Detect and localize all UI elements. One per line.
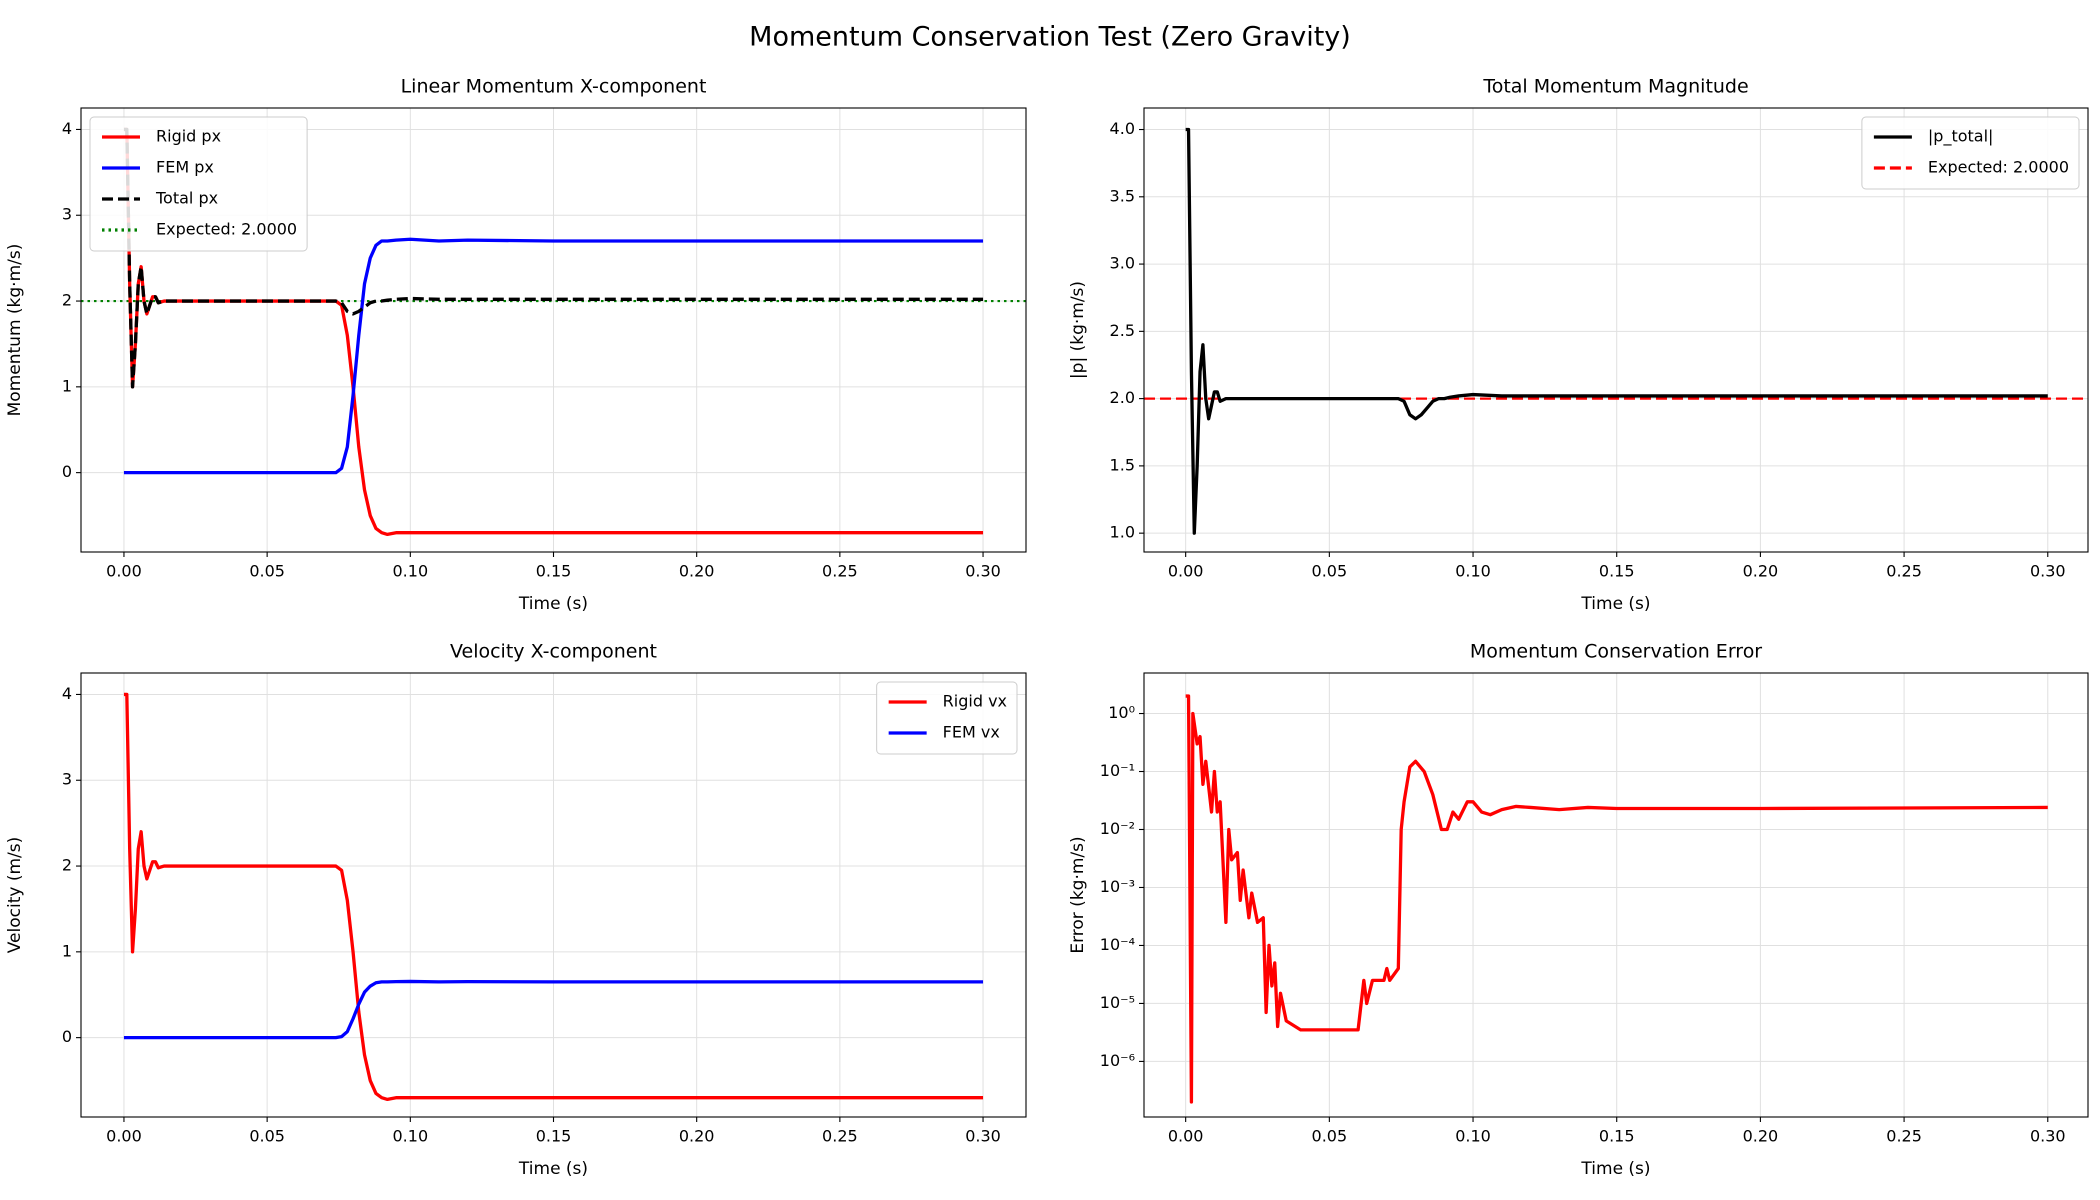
- y-axis-label: |p| (kg·m/s): [1068, 281, 1088, 379]
- y-tick-label: 2.5: [1110, 321, 1135, 340]
- x-axis-label: Time (s): [1580, 1159, 1650, 1179]
- y-tick-label: 4: [62, 119, 72, 138]
- y-tick-label: 10⁻⁶: [1100, 1051, 1135, 1070]
- x-tick-label: 0.30: [965, 562, 1001, 581]
- y-tick-label: 10⁻¹: [1100, 761, 1135, 780]
- data-line: [1185, 127, 2048, 535]
- y-axis-label: Momentum (kg·m/s): [5, 244, 25, 417]
- legend: Rigid px FEM px Total px Expected: 2.0000: [89, 116, 308, 252]
- x-tick-label: 0.15: [536, 1127, 572, 1146]
- x-tick-label: 0.05: [1312, 1127, 1348, 1146]
- x-tick-label: 0.00: [1168, 562, 1204, 581]
- y-tick-label: 3: [62, 205, 72, 224]
- x-tick-label: 0.15: [536, 562, 572, 581]
- y-tick-label: 1.0: [1110, 523, 1135, 542]
- legend-label: Expected: 2.0000: [1928, 158, 2069, 177]
- y-tick-label: 10⁻⁵: [1100, 993, 1135, 1012]
- legend: Rigid vx FEM vx: [876, 681, 1018, 755]
- x-tick-label: 0.20: [1743, 1127, 1779, 1146]
- x-tick-label: 0.00: [106, 562, 142, 581]
- axes-frame: [80, 672, 1027, 1118]
- x-tick-label: 0.00: [1168, 1127, 1204, 1146]
- subplot-title: Momentum Conservation Error: [1470, 641, 1762, 663]
- data-line: [123, 979, 984, 1040]
- data-line: [123, 237, 984, 475]
- subplot: Momentum Conservation Error Time (s) Error…: [1068, 641, 2089, 1179]
- y-tick-label: 0: [62, 462, 72, 481]
- x-tick-label: 0.05: [249, 562, 285, 581]
- x-tick-label: 0.20: [679, 1127, 715, 1146]
- x-tick-label: 0.20: [1743, 562, 1779, 581]
- axes-frame: [1143, 672, 2089, 1118]
- legend-label: Expected: 2.0000: [156, 220, 297, 239]
- y-axis-label: Velocity (m/s): [5, 837, 25, 954]
- y-tick-label: 2.0: [1110, 388, 1135, 407]
- y-tick-label: 1: [62, 941, 72, 960]
- y-tick-label: 1.5: [1110, 455, 1135, 474]
- subplot-title: Linear Momentum X-component: [401, 76, 707, 98]
- subplot-title: Total Momentum Magnitude: [1482, 76, 1748, 98]
- x-tick-label: 0.10: [393, 562, 429, 581]
- x-tick-label: 0.20: [679, 562, 715, 581]
- legend-label: FEM vx: [943, 723, 1000, 742]
- x-tick-label: 0.05: [249, 1127, 285, 1146]
- data-line: [123, 692, 984, 1102]
- subplot: Total Momentum Magnitude Time (s) |p| (kg·…: [1068, 76, 2089, 614]
- y-tick-label: 10⁰: [1108, 703, 1135, 722]
- y-tick-label: 10⁻²: [1100, 819, 1135, 838]
- data-line: [123, 127, 984, 389]
- legend-label: Total px: [155, 189, 218, 208]
- x-axis-label: Time (s): [1580, 594, 1650, 614]
- legend: |p_total| Expected: 2.0000: [1861, 116, 2080, 190]
- x-tick-label: 0.25: [1886, 1127, 1922, 1146]
- y-tick-label: 2: [62, 291, 72, 310]
- x-tick-label: 0.10: [1455, 562, 1491, 581]
- x-axis-label: Time (s): [518, 1159, 588, 1179]
- y-tick-label: 10⁻⁴: [1100, 935, 1135, 954]
- legend-box: [876, 681, 1018, 755]
- y-tick-label: 4.0: [1110, 119, 1135, 138]
- y-tick-label: 2: [62, 856, 72, 875]
- x-tick-label: 0.00: [106, 1127, 142, 1146]
- y-tick-label: 0: [62, 1027, 72, 1046]
- legend-label: FEM px: [156, 158, 214, 177]
- x-tick-label: 0.10: [1455, 1127, 1491, 1146]
- subplot-title: Velocity X-component: [450, 641, 657, 663]
- x-tick-label: 0.15: [1599, 562, 1635, 581]
- x-tick-label: 0.30: [965, 1127, 1001, 1146]
- x-tick-label: 0.10: [393, 1127, 429, 1146]
- axes-frame: [1143, 107, 2089, 553]
- y-axis-label: Error (kg·m/s): [1068, 836, 1088, 953]
- axes-frame: [80, 107, 1027, 553]
- legend-label: Rigid vx: [943, 692, 1007, 711]
- legend-box: [1861, 116, 2080, 190]
- x-tick-label: 0.05: [1312, 562, 1348, 581]
- y-tick-label: 4: [62, 684, 72, 703]
- y-tick-label: 3.5: [1110, 186, 1135, 205]
- x-axis-label: Time (s): [518, 594, 588, 614]
- figure-title: Momentum Conservation Test (Zero Gravity…: [749, 22, 1351, 53]
- y-tick-label: 3: [62, 770, 72, 789]
- x-tick-label: 0.25: [822, 1127, 858, 1146]
- legend-label: Rigid px: [156, 127, 221, 146]
- legend-box: [89, 116, 308, 252]
- x-tick-label: 0.30: [2030, 1127, 2066, 1146]
- x-tick-label: 0.30: [2030, 562, 2066, 581]
- x-tick-label: 0.15: [1599, 1127, 1635, 1146]
- legend-label: |p_total|: [1928, 127, 1994, 147]
- subplot: Velocity X-component Time (s) Velocity (m/…: [5, 641, 1027, 1179]
- y-tick-label: 3.0: [1110, 254, 1135, 273]
- y-tick-label: 10⁻³: [1100, 877, 1135, 896]
- x-tick-label: 0.25: [1886, 562, 1922, 581]
- subplot: Linear Momentum X-component Time (s) Momen…: [5, 76, 1027, 614]
- x-tick-label: 0.25: [822, 562, 858, 581]
- data-line: [1185, 694, 2048, 1104]
- y-tick-label: 1: [62, 376, 72, 395]
